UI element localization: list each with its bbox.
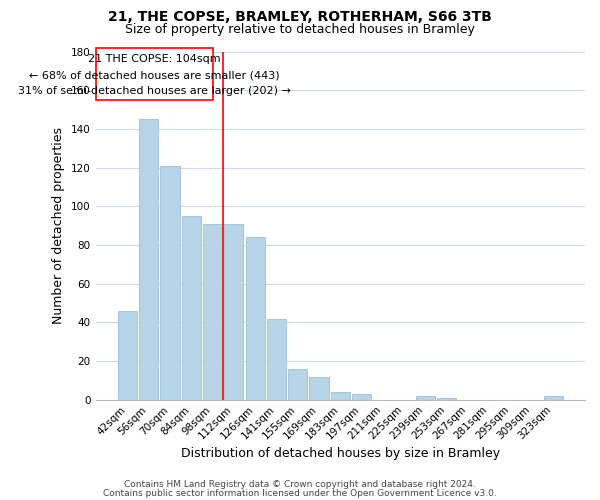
Text: 21 THE COPSE: 104sqm: 21 THE COPSE: 104sqm	[88, 54, 221, 64]
Text: ← 68% of detached houses are smaller (443): ← 68% of detached houses are smaller (44…	[29, 70, 280, 80]
Text: Contains public sector information licensed under the Open Government Licence v3: Contains public sector information licen…	[103, 488, 497, 498]
Bar	[139, 120, 158, 400]
Bar	[118, 311, 137, 400]
Bar	[182, 216, 201, 400]
Bar	[160, 166, 179, 400]
Bar	[544, 396, 563, 400]
Text: 31% of semi-detached houses are larger (202) →: 31% of semi-detached houses are larger (…	[18, 86, 291, 96]
Bar	[267, 318, 286, 400]
Bar	[352, 394, 371, 400]
Bar	[331, 392, 350, 400]
X-axis label: Distribution of detached houses by size in Bramley: Distribution of detached houses by size …	[181, 447, 500, 460]
Text: 21, THE COPSE, BRAMLEY, ROTHERHAM, S66 3TB: 21, THE COPSE, BRAMLEY, ROTHERHAM, S66 3…	[108, 10, 492, 24]
Bar	[224, 224, 244, 400]
Text: Size of property relative to detached houses in Bramley: Size of property relative to detached ho…	[125, 22, 475, 36]
Bar	[245, 238, 265, 400]
Text: Contains HM Land Registry data © Crown copyright and database right 2024.: Contains HM Land Registry data © Crown c…	[124, 480, 476, 489]
Bar	[437, 398, 456, 400]
Bar	[288, 369, 307, 400]
FancyBboxPatch shape	[95, 48, 213, 100]
Bar	[310, 376, 329, 400]
Bar	[416, 396, 435, 400]
Bar	[203, 224, 222, 400]
Y-axis label: Number of detached properties: Number of detached properties	[52, 128, 65, 324]
